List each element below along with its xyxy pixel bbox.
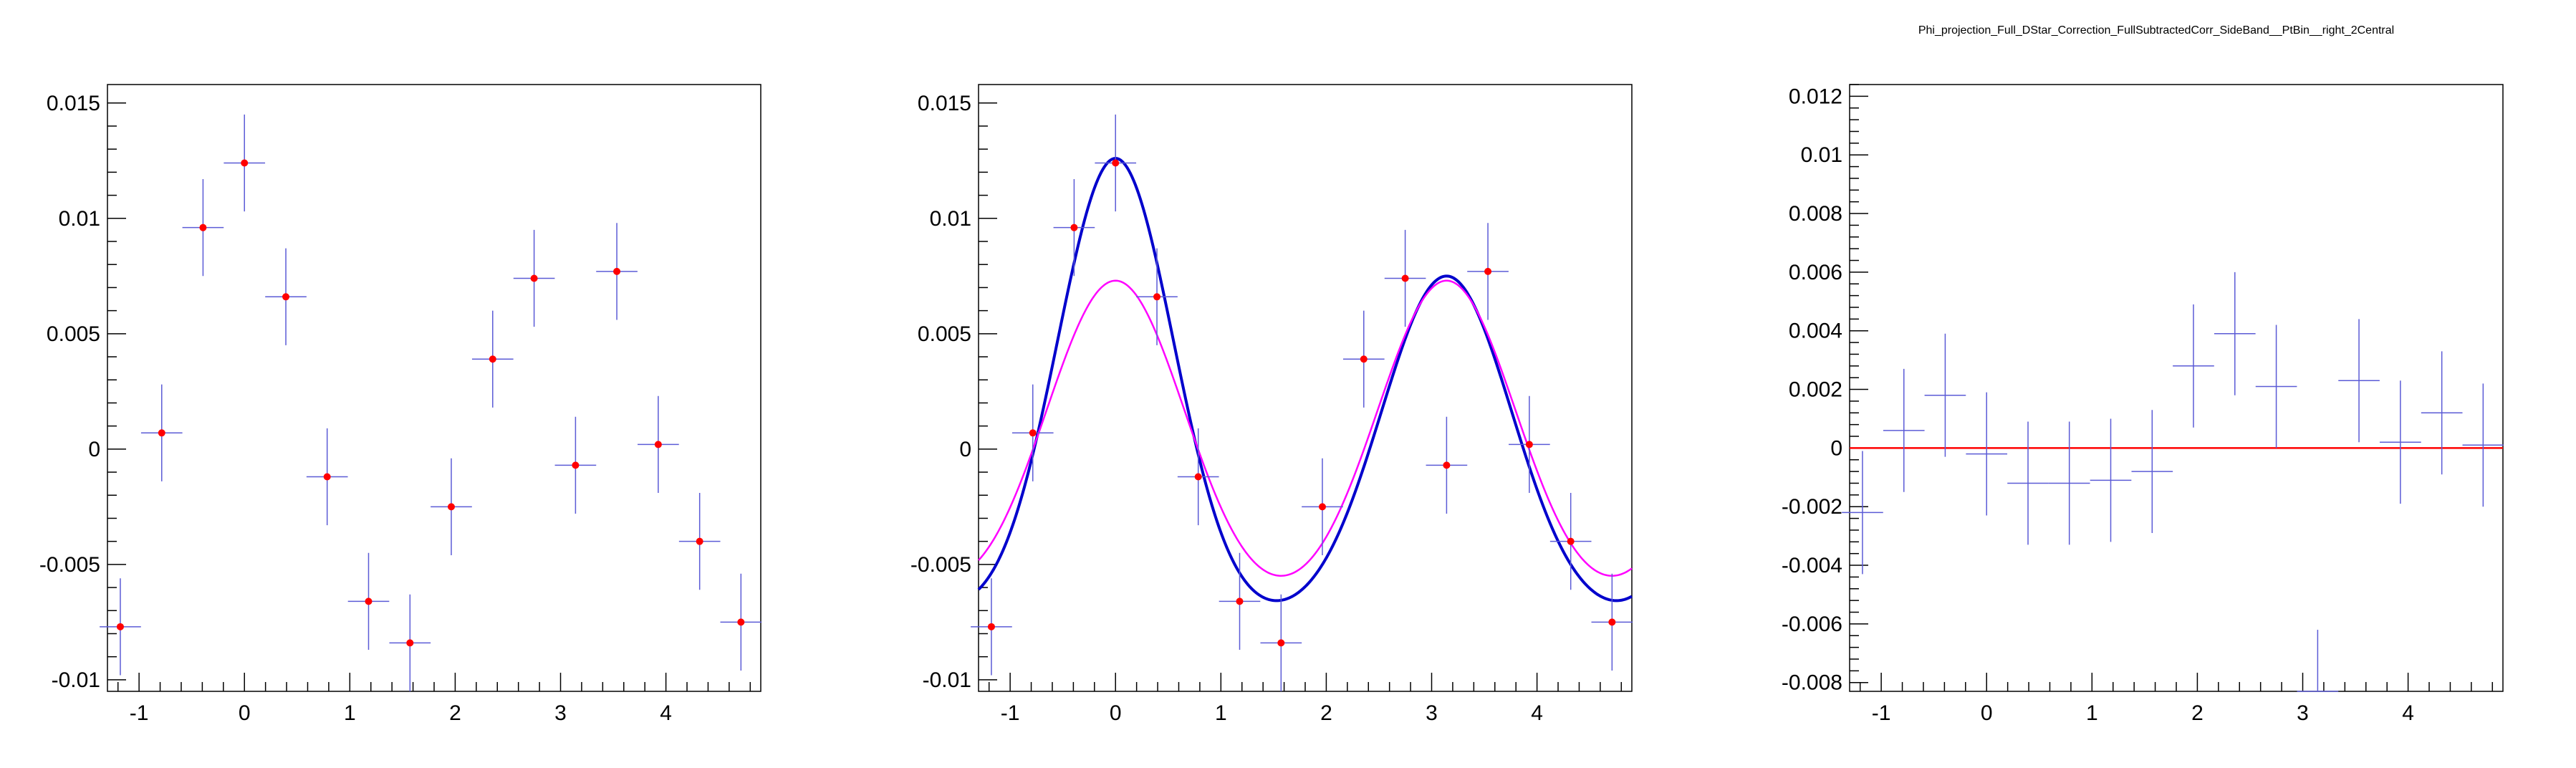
data-point xyxy=(1236,597,1244,605)
data-point xyxy=(1525,441,1533,448)
data-point xyxy=(1401,274,1409,282)
x-tick-label: 2 xyxy=(1320,701,1332,725)
y-tick-label: 0.015 xyxy=(47,92,100,115)
data-point xyxy=(1443,461,1451,469)
y-tick-label: 0.012 xyxy=(1789,85,1842,108)
x-tick-label: 0 xyxy=(239,701,251,725)
y-tick-label: -0.006 xyxy=(1782,613,1842,636)
y-tick-label: 0.008 xyxy=(1789,202,1842,226)
y-tick-label: 0.01 xyxy=(930,207,971,231)
data-point xyxy=(199,224,207,231)
data-point xyxy=(1484,267,1492,275)
data-point xyxy=(572,461,580,469)
x-tick-label: 4 xyxy=(1531,701,1543,725)
data-point xyxy=(241,159,249,167)
data-point xyxy=(116,623,124,630)
panel-left: -1 0 1 2 3 4 -0.01 -0.005 0 0.005 0.01 0.015 xyxy=(39,84,762,725)
y-tick-label: 0.005 xyxy=(918,322,971,346)
data-point xyxy=(654,441,662,448)
x-tick-label: 3 xyxy=(2297,701,2309,725)
data-point xyxy=(406,639,414,647)
plot-frame xyxy=(1849,84,2504,692)
y-tick-label: -0.01 xyxy=(52,668,100,692)
data-point xyxy=(696,537,703,545)
x-tick-label: -1 xyxy=(130,701,149,725)
x-tick-label: 3 xyxy=(554,701,567,725)
y-tick-label: 0.002 xyxy=(1789,378,1842,402)
data-point xyxy=(987,623,995,630)
data-point xyxy=(1608,618,1616,626)
y-tick-label: -0.004 xyxy=(1782,554,1842,577)
data-point xyxy=(365,597,373,605)
y-tick-label: 0.006 xyxy=(1789,261,1842,284)
y-tick-label: -0.008 xyxy=(1782,671,1842,695)
data-point xyxy=(530,274,538,282)
data-point xyxy=(489,355,496,363)
y-tick-label: 0.004 xyxy=(1789,320,1842,343)
plot-frame xyxy=(107,84,761,692)
data-point xyxy=(1318,503,1326,511)
y-tick-label: -0.005 xyxy=(39,553,100,577)
data-point xyxy=(1360,355,1368,363)
panel-middle: -1 0 1 2 3 4 -0.01 -0.005 0 0.005 0.01 0.015 xyxy=(910,84,1633,725)
x-tick-label: 1 xyxy=(1215,701,1227,725)
x-tick-label: 3 xyxy=(1426,701,1438,725)
x-tick-label: 0 xyxy=(1981,701,1993,725)
x-tick-label: 1 xyxy=(2086,701,2098,725)
x-tick-label: 1 xyxy=(344,701,356,725)
y-tick-label: -0.01 xyxy=(923,668,971,692)
data-point xyxy=(1194,473,1202,481)
fit-curve-total xyxy=(977,157,1633,603)
data-point xyxy=(323,473,331,481)
data-point xyxy=(613,267,621,275)
data-point xyxy=(1029,429,1037,437)
y-tick-label: -0.005 xyxy=(910,553,971,577)
fit-curve-component xyxy=(978,279,1633,577)
data-point xyxy=(737,618,745,626)
data-point xyxy=(282,293,290,301)
data-point xyxy=(447,503,455,511)
x-tick-label: 4 xyxy=(2402,701,2414,725)
y-tick-label: 0.015 xyxy=(918,92,971,115)
data-point xyxy=(1070,224,1078,231)
y-tick-label: 0 xyxy=(959,438,971,461)
y-tick-label: 0.01 xyxy=(59,207,100,231)
x-tick-label: 0 xyxy=(1110,701,1122,725)
data-point xyxy=(1112,159,1120,167)
x-tick-label: 2 xyxy=(2191,701,2203,725)
x-tick-label: -1 xyxy=(1001,701,1020,725)
canvas-title: Phi_projection_Full_DStar_Correction_Ful… xyxy=(1918,24,2395,37)
y-tick-label: 0 xyxy=(88,438,100,461)
y-tick-label: 0 xyxy=(1830,436,1842,460)
panel-right: -1 0 1 2 3 4 -0.008 -0.006 -0.004 -0.002 0 0.002 0.0… xyxy=(1782,84,2504,725)
plot-frame xyxy=(978,84,1633,692)
data-point xyxy=(1277,639,1285,647)
x-tick-label: 4 xyxy=(660,701,672,725)
x-tick-label: -1 xyxy=(1872,701,1891,725)
y-tick-label: 0.005 xyxy=(47,322,100,346)
x-tick-label: 2 xyxy=(449,701,461,725)
data-point xyxy=(1153,293,1161,301)
y-tick-label: -0.002 xyxy=(1782,495,1842,519)
data-point xyxy=(1567,537,1575,545)
y-tick-label: 0.01 xyxy=(1801,143,1842,167)
data-point xyxy=(158,429,165,437)
